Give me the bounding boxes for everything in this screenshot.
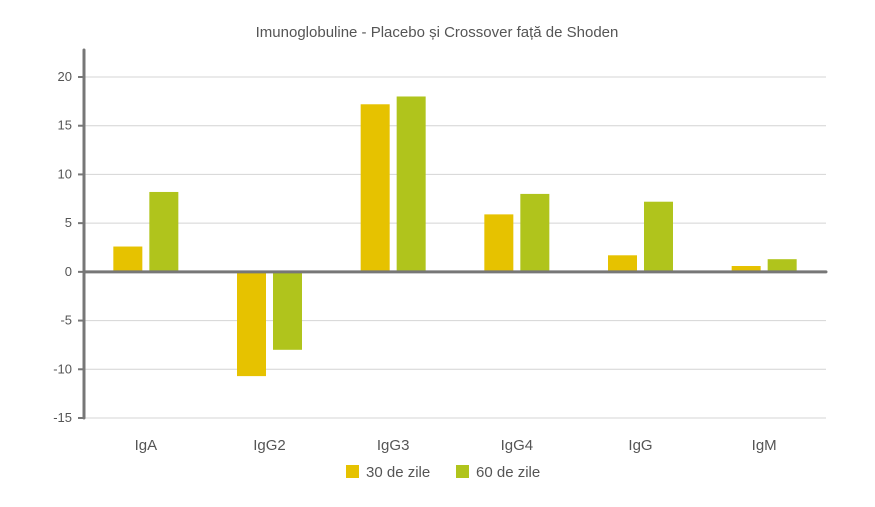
x-tick-label: IgG	[628, 437, 652, 454]
bar-igg-series-1	[608, 255, 637, 272]
y-tick-label: 10	[58, 166, 72, 181]
bar-igg-series-2	[644, 201, 673, 272]
axis-layer	[78, 48, 828, 420]
bar-igm-series-1	[731, 266, 761, 272]
legend-swatch	[346, 465, 359, 478]
bar-igg4-series-2	[520, 193, 550, 272]
bar-igg2-series-1	[237, 271, 266, 377]
bar-igg4-series-1	[484, 214, 514, 272]
x-tick-label: IgA	[135, 437, 158, 454]
y-tick-label: -15	[53, 410, 72, 425]
x-tick-label: IgG2	[253, 437, 286, 454]
bar-igg2-series-2	[273, 271, 302, 350]
chart-title: Imunoglobuline - Placebo și Crossover fa…	[256, 24, 619, 41]
bar-igm-series-2	[767, 259, 797, 272]
bar-layer	[113, 96, 797, 377]
bar-igg3-series-2	[396, 96, 426, 272]
legend-label: 60 de zile	[476, 464, 540, 481]
y-tick-label: 5	[65, 215, 72, 230]
x-tick-label: IgG4	[501, 437, 534, 454]
y-tick-label: 15	[58, 118, 72, 133]
legend-label: 30 de zile	[366, 464, 430, 481]
label-layer: 20 15 10 5 0 -5 -10 -15 IgA IgG2 IgG3 IgG4 IgG IgM	[53, 69, 776, 454]
grid-layer	[84, 76, 826, 419]
bar-igg3-series-1	[360, 104, 390, 272]
legend-swatch	[456, 465, 469, 478]
y-tick-label: 20	[58, 69, 72, 84]
legend: 30 de zile 60 de zile	[346, 464, 540, 481]
y-tick-label: -10	[53, 361, 72, 376]
bar-iga-series-1	[113, 246, 143, 272]
x-tick-label: IgM	[752, 437, 777, 454]
y-tick-label: -5	[60, 313, 72, 328]
bar-iga-series-2	[149, 191, 179, 272]
x-tick-label: IgG3	[377, 437, 410, 454]
y-tick-label: 0	[65, 264, 72, 279]
